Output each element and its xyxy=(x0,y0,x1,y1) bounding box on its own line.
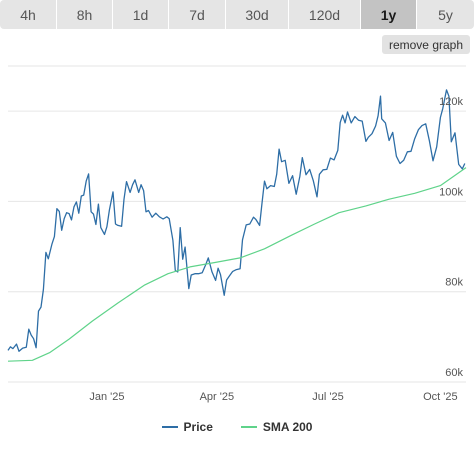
x-tick-label: Jan '25 xyxy=(89,391,124,403)
y-tick-label: 80k xyxy=(445,277,463,289)
axis-labels: 60k 80k 100k 120k Jan '25 Apr '25 Jul '25 Oct '… xyxy=(89,96,463,403)
legend-swatch-price xyxy=(161,426,178,428)
legend-swatch-sma xyxy=(240,426,257,428)
tab-8h[interactable]: 8h xyxy=(57,0,113,29)
sma-200-line xyxy=(7,167,467,362)
y-tick-label: 60k xyxy=(445,367,463,379)
y-tick-label: 100k xyxy=(439,186,463,198)
tab-7d[interactable]: 7d xyxy=(169,0,226,29)
legend: Price SMA 200 xyxy=(0,420,474,434)
x-tick-label: Jul '25 xyxy=(312,391,343,403)
remove-graph-button[interactable]: remove graph xyxy=(382,35,470,54)
legend-item-price[interactable]: Price xyxy=(161,420,213,434)
range-tabs: 4h 8h 1d 7d 30d 120d 1y 5y xyxy=(0,0,474,29)
price-line xyxy=(7,89,466,352)
y-tick-label: 120k xyxy=(439,96,463,108)
tab-30d[interactable]: 30d xyxy=(226,0,289,29)
series xyxy=(7,89,467,362)
tab-4h[interactable]: 4h xyxy=(0,0,57,29)
legend-label-sma-200: SMA 200 xyxy=(262,420,313,434)
x-tick-label: Apr '25 xyxy=(200,391,235,403)
legend-label-price: Price xyxy=(183,420,213,434)
grid xyxy=(8,65,466,383)
tab-1y[interactable]: 1y xyxy=(361,0,417,29)
x-tick-label: Oct '25 xyxy=(423,391,458,403)
legend-item-sma-200[interactable]: SMA 200 xyxy=(240,420,313,434)
tab-5y[interactable]: 5y xyxy=(417,0,474,29)
tab-120d[interactable]: 120d xyxy=(289,0,361,29)
tab-1d[interactable]: 1d xyxy=(113,0,169,29)
